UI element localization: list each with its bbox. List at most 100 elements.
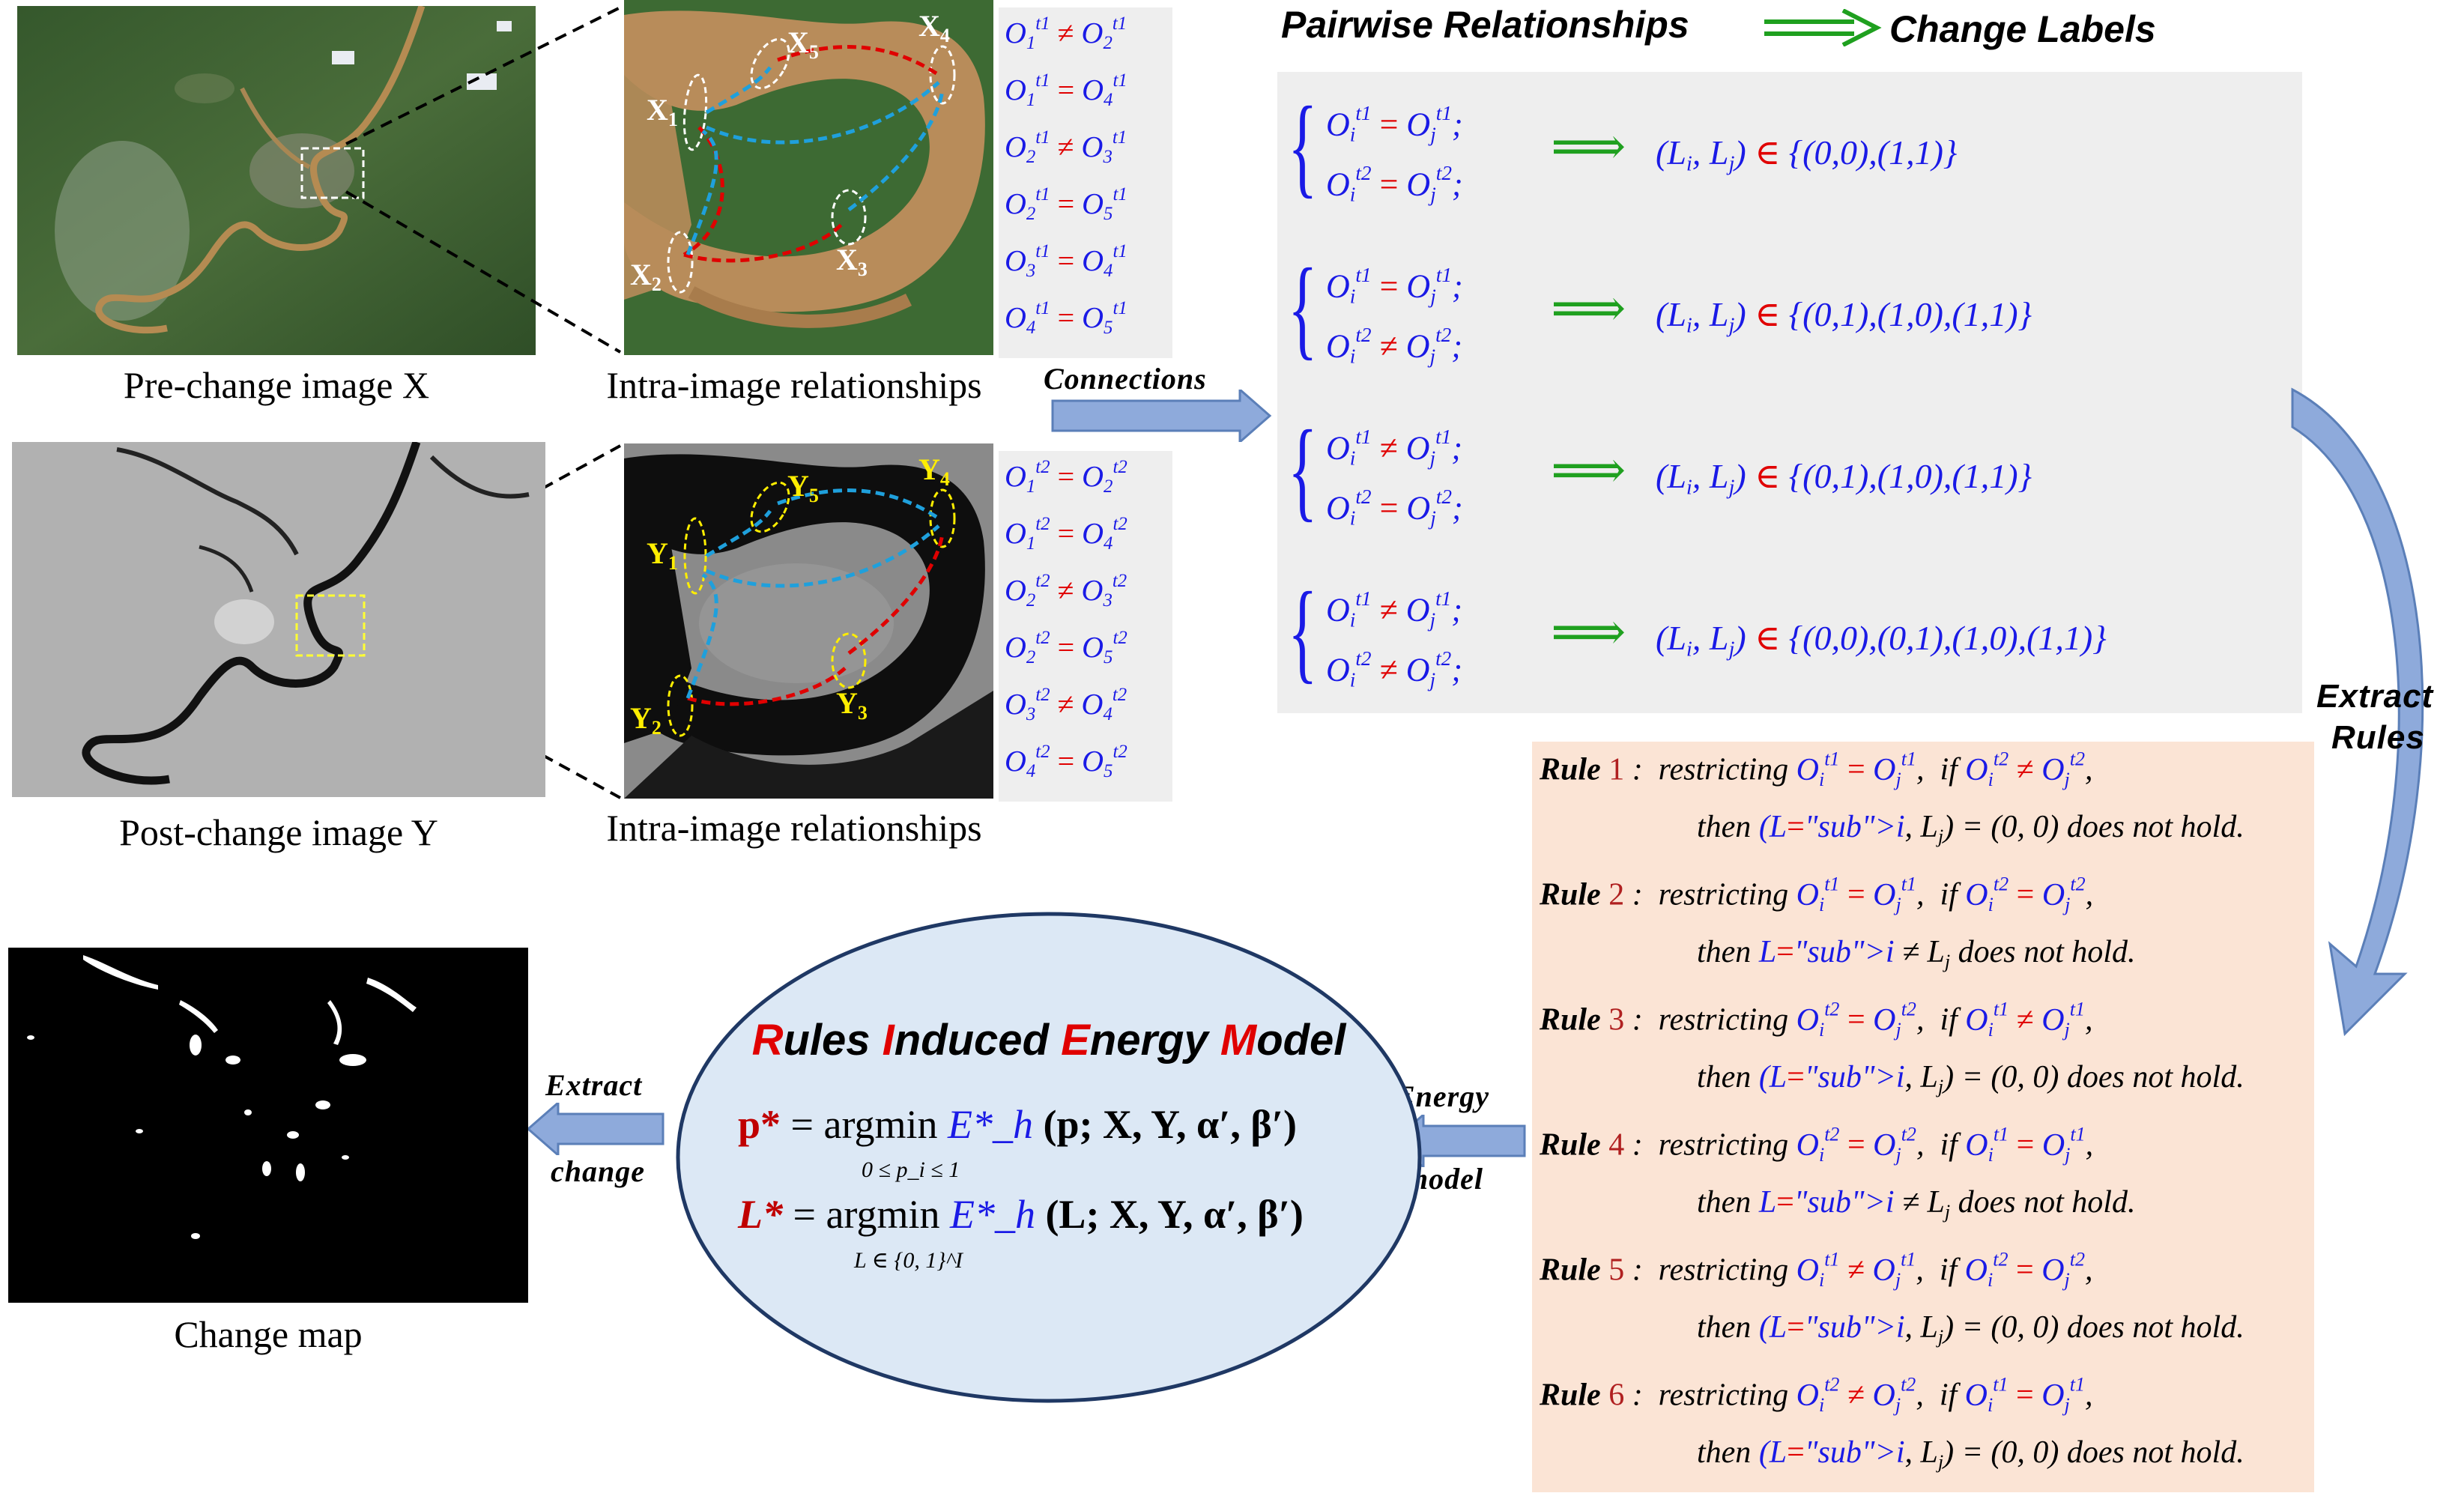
extract-change-label-2: change [551, 1154, 645, 1188]
implies-arrow: ⟹ [1551, 280, 1626, 338]
t1-relation-6: O4t1 = O5t1 [1005, 298, 1127, 339]
rule-6-then: then (L="sub">i, Lj) = (0, 0) does not h… [1697, 1435, 2244, 1473]
extract-rules-label-1: Extract [2316, 678, 2434, 715]
pairwise-heading: Pairwise Relationships [1281, 4, 1689, 46]
rule-5: Rule 5 : restricting Oit1 ≠ Ojt1, if Oit… [1540, 1248, 2093, 1291]
model-title-ules: ules [783, 1016, 883, 1065]
model-title-r: R [751, 1016, 784, 1065]
rule-4: Rule 4 : restricting Oit2 = Ojt2, if Oit… [1540, 1123, 2094, 1166]
pre-change-zoom: X1 X2 X3 X4 X5 [624, 0, 993, 355]
case-result: (Li, Lj) ∈ {(0,0),(1,1)} [1656, 133, 1958, 176]
region-x3 [831, 189, 867, 246]
eq1-rhs: (p; X, Y, α′, β′) [1043, 1102, 1297, 1147]
implies-arrow: ⟹ [1551, 604, 1626, 661]
change-map-image [8, 948, 528, 1303]
extract-rules-arrow [2291, 387, 2424, 1037]
case-line-t1: Oit1 ≠ Ojt1; [1326, 587, 1462, 632]
case-line-t1: Oit1 = Ojt1; [1326, 264, 1463, 308]
rule-2-then: then L="sub">i ≠ Lj does not hold. [1697, 935, 2136, 972]
energy-model-ellipse [676, 912, 1422, 1403]
region-x1 [682, 73, 708, 151]
label-x3: X3 [836, 243, 868, 280]
t2-relation-2: O1t2 = O4t2 [1005, 514, 1127, 554]
rule-2: Rule 2 : restricting Oit1 = Ojt1, if Oit… [1540, 873, 2094, 915]
t2-relation-3: O2t2 ≠ O3t2 [1005, 571, 1127, 611]
model-title: Rules Induced Energy Model [674, 1015, 1423, 1065]
case-brace: { [1288, 408, 1318, 532]
pre-change-caption: Pre-change image X [123, 364, 430, 406]
t2-relation-4: O2t2 = O5t2 [1005, 628, 1127, 668]
relations-t1-box: O1t1 ≠ O2t1 O1t1 = O4t1 O2t1 ≠ O3t1 O2t1 = … [999, 7, 1172, 358]
case-brace: { [1288, 569, 1318, 694]
region-y2 [667, 674, 694, 737]
t2-relation-1: O1t2 = O2t2 [1005, 457, 1127, 497]
rule-3-then: then (L="sub">i, Lj) = (0, 0) does not h… [1697, 1060, 2244, 1097]
t1-relation-3: O2t1 ≠ O3t1 [1005, 127, 1127, 168]
extract-change-label-1: Extract [545, 1068, 643, 1102]
implies-arrow: ⟹ [1551, 442, 1626, 500]
region-x2 [667, 231, 694, 294]
t1-relation-1: O1t1 ≠ O2t1 [1005, 13, 1127, 54]
model-title-nergy: nergy [1089, 1016, 1220, 1065]
t2-relation-5: O3t2 ≠ O4t2 [1005, 685, 1127, 725]
case-result: (Li, Lj) ∈ {(0,1),(1,0),(1,1)} [1656, 295, 2032, 338]
label-y3: Y3 [836, 686, 868, 724]
post-change-zoom: Y1 Y2 Y3 Y4 Y5 [624, 443, 993, 799]
model-title-i: I [882, 1016, 895, 1065]
eq1-energy: E*_h [948, 1102, 1033, 1147]
region-y1 [683, 517, 707, 595]
case-2: {Oit1 = Ojt1; Oit2 ≠ Ojt2; ⟹ (Li, Lj) ∈ {(0… [1285, 249, 2289, 399]
heading-arrow [1764, 9, 1882, 46]
case-line-t2: Oit2 ≠ Ojt2; [1326, 647, 1462, 691]
t1-relation-5: O3t1 = O4t1 [1005, 241, 1127, 282]
model-equation-2: L* = argmin E*_h (L; X, Y, α′, β′) [738, 1192, 1304, 1237]
connections-label: Connections [1044, 362, 1207, 396]
case-result: (Li, Lj) ∈ {(0,1),(1,0),(1,1)} [1656, 457, 2032, 500]
change-map-caption: Change map [174, 1313, 363, 1355]
pairwise-cases-box: {Oit1 = Ojt1; Oit2 = Ojt2; ⟹ (Li, Lj) ∈ {(0… [1277, 72, 2302, 713]
region-x4 [929, 45, 956, 105]
model-title-e: E [1061, 1016, 1090, 1065]
intra-caption-bottom: Intra-image relationships [606, 807, 982, 849]
extract-change-arrow [526, 1103, 665, 1155]
rule-4-then: then L="sub">i ≠ Lj does not hold. [1697, 1185, 2136, 1223]
t1-relation-2: O1t1 = O4t1 [1005, 70, 1127, 111]
region-y3 [831, 632, 867, 689]
case-result: (Li, Lj) ∈ {(0,0),(0,1),(1,0),(1,1)} [1656, 619, 2107, 661]
case-brace: { [1288, 246, 1318, 370]
implies-arrow: ⟹ [1551, 118, 1626, 176]
model-title-odel: odel [1256, 1016, 1346, 1065]
eq2-lhs: L* [738, 1192, 783, 1237]
eq1-lhs: p* [738, 1102, 781, 1147]
case-line-t2: Oit2 = Ojt2; [1326, 162, 1463, 206]
case-line-t2: Oit2 ≠ Ojt2; [1326, 324, 1462, 368]
t2-relation-6: O4t2 = O5t2 [1005, 742, 1127, 782]
rule-5-then: then (L="sub">i, Lj) = (0, 0) does not h… [1697, 1310, 2244, 1348]
case-1: {Oit1 = Ojt1; Oit2 = Ojt2; ⟹ (Li, Lj) ∈ {(0… [1285, 87, 2289, 237]
eq2-energy: E*_h [949, 1192, 1035, 1237]
case-line-t1: Oit1 ≠ Ojt1; [1326, 426, 1462, 470]
eq2-argmin: argmin [826, 1192, 940, 1237]
eq1-argmin: argmin [823, 1102, 938, 1147]
rule-3: Rule 3 : restricting Oit2 = Ojt2, if Oit… [1540, 998, 2093, 1041]
rule-1: Rule 1 : restricting Oit1 = Ojt1, if Oit… [1540, 748, 2093, 790]
eq2-rhs: (L; X, Y, α′, β′) [1045, 1192, 1304, 1237]
rule-6: Rule 6 : restricting Oit2 ≠ Ojt2, if Oit… [1540, 1373, 2093, 1416]
model-title-m: M [1220, 1016, 1257, 1065]
post-change-caption: Post-change image Y [119, 811, 438, 853]
case-brace: { [1288, 84, 1318, 208]
case-line-t1: Oit1 = Ojt1; [1326, 102, 1463, 146]
eq1-subscript: 0 ≤ p_i ≤ 1 [862, 1157, 960, 1182]
relations-t2-box: O1t2 = O2t2 O1t2 = O4t2 O2t2 ≠ O3t2 O2t2 = … [999, 451, 1172, 802]
case-4: {Oit1 ≠ Ojt1; Oit2 ≠ Ojt2; ⟹ (Li, Lj) ∈ {(0… [1285, 572, 2289, 722]
pre-change-image [17, 6, 536, 355]
connections-arrow [1051, 390, 1272, 442]
extract-rules-label-2: Rules [2331, 719, 2425, 756]
rules-box: Rule 1 : restricting Oit1 = Ojt1, if Oit… [1532, 742, 2314, 1492]
post-change-image [12, 442, 545, 797]
rule-1-then: then (L="sub">i, Lj) = (0, 0) does not h… [1697, 810, 2244, 847]
change-labels-heading: Change Labels [1889, 8, 2156, 50]
case-line-t2: Oit2 = Ojt2; [1326, 485, 1463, 530]
model-title-nduced: nduced [894, 1016, 1062, 1065]
case-3: {Oit1 ≠ Ojt1; Oit2 = Ojt2; ⟹ (Li, Lj) ∈ {(0… [1285, 411, 2289, 560]
